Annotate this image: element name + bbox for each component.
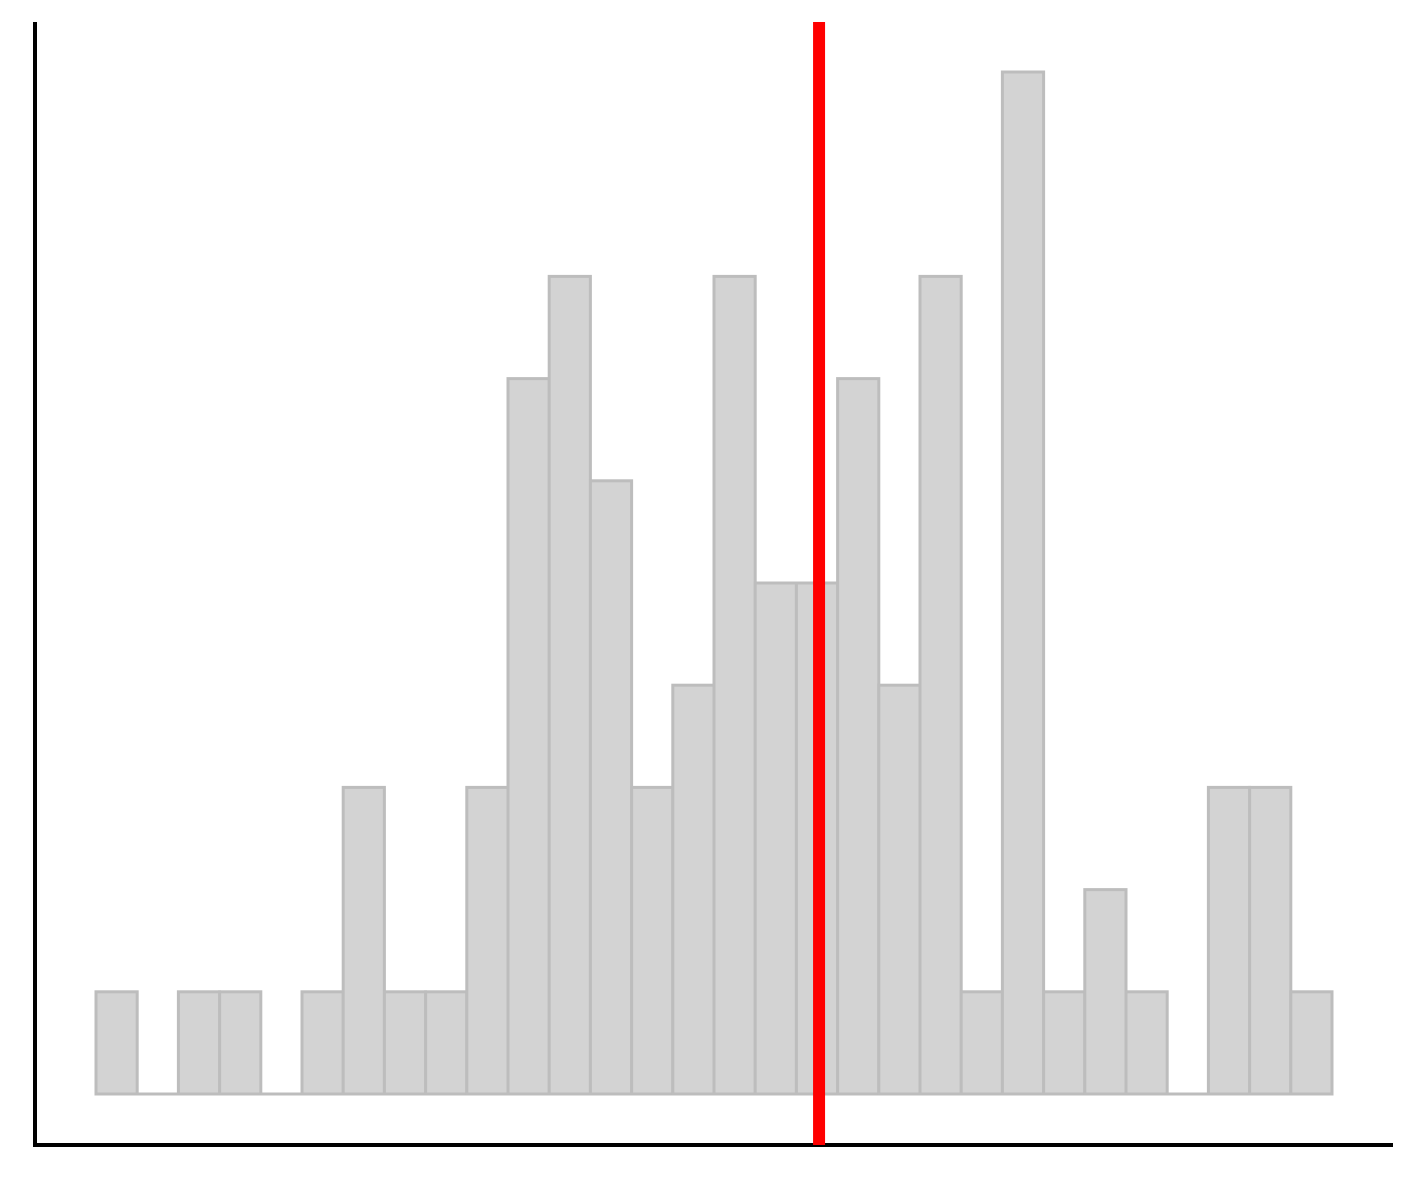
axes [33,22,1393,1147]
histogram-bar [712,274,757,1096]
histogram-bar [1248,785,1293,1096]
histogram-bar [1206,785,1252,1096]
histogram-bar [94,990,139,1096]
histogram-bar [1042,990,1087,1096]
histogram-bar [341,785,386,1096]
histogram-bar [918,274,963,1096]
histogram-bar [382,990,428,1096]
histogram-bar [630,785,675,1096]
histogram-bar [300,990,345,1096]
histogram-bar [836,377,881,1096]
histogram-bar [506,377,551,1096]
histogram-bar [1000,70,1046,1096]
histogram-bar [877,683,922,1096]
histogram-bars [94,70,1334,1096]
histogram-bar [1289,990,1334,1096]
histogram-bar [959,990,1004,1096]
histogram-bar [671,683,716,1096]
histogram-bar [547,274,592,1096]
histogram-bar [1124,990,1169,1096]
histogram-bar [588,479,634,1096]
histogram-bar [1083,888,1128,1096]
histogram-bar [218,990,263,1096]
histogram-bar [465,785,510,1096]
histogram-bar [424,990,469,1096]
histogram-bar [176,990,222,1096]
histogram-bar [753,581,798,1096]
